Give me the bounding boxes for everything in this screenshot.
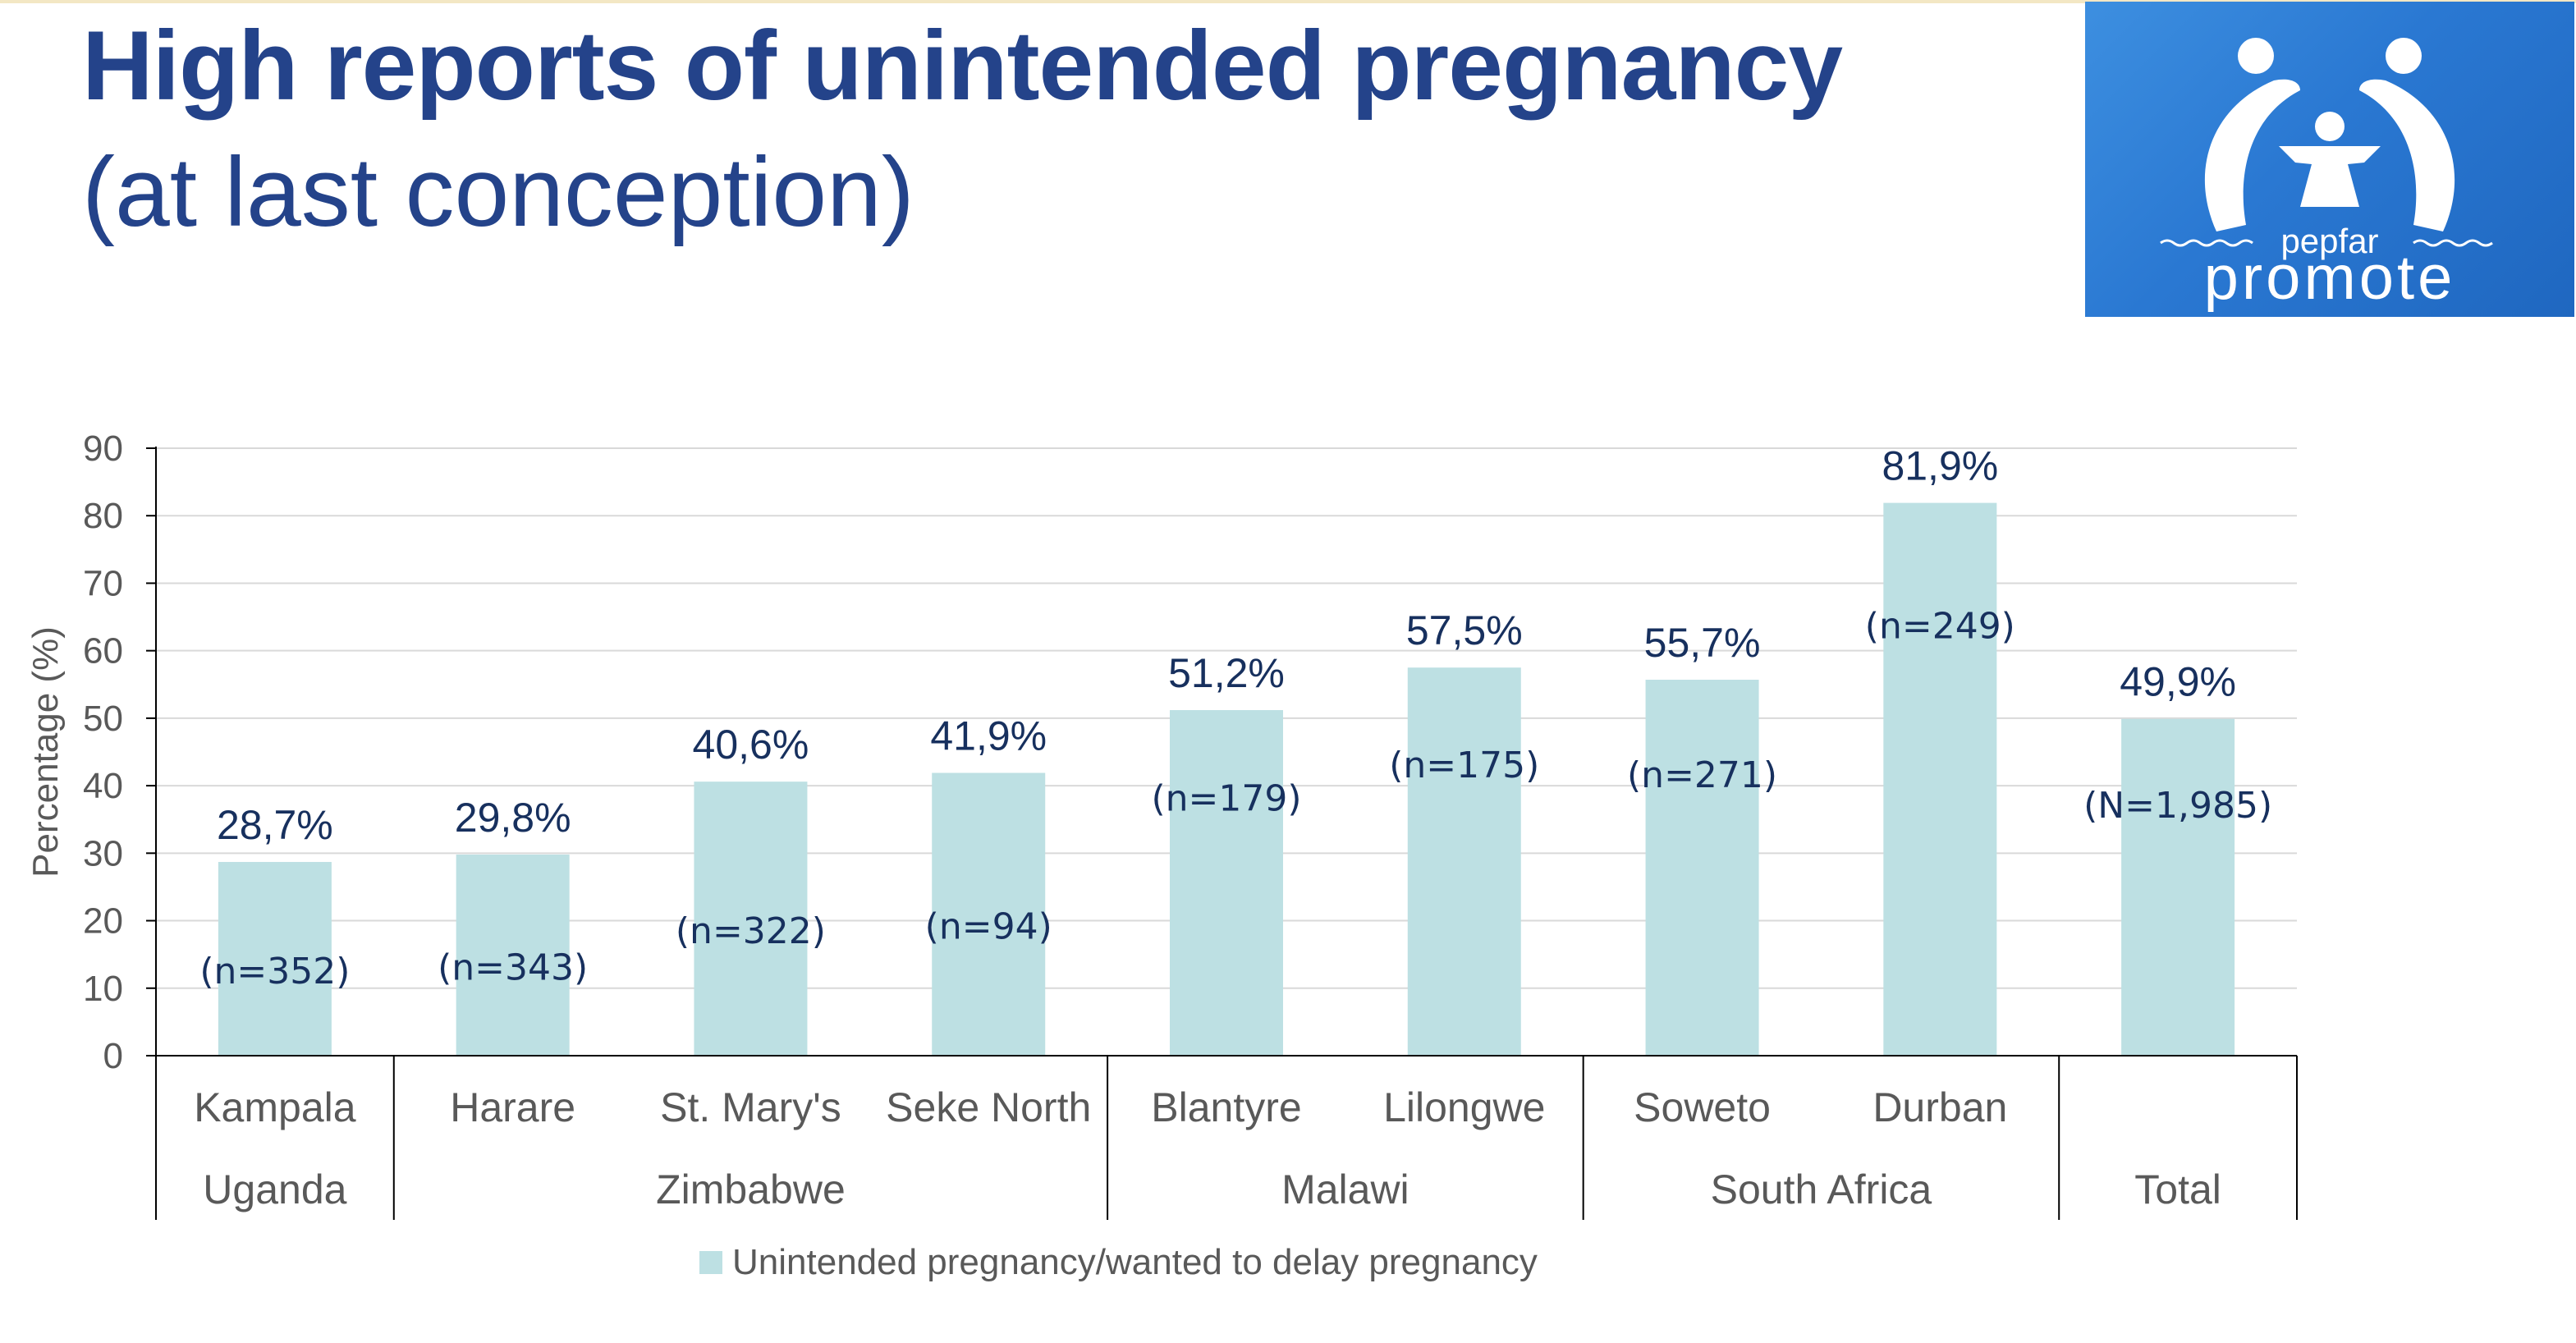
bar xyxy=(1407,667,1521,1056)
y-tick-label: 80 xyxy=(83,496,123,536)
bar xyxy=(932,772,1046,1056)
axis-layer: 0 10 20 30 40 50 60 70 80 90 xyxy=(83,429,2298,1220)
y-tick-label: 0 xyxy=(103,1036,123,1076)
label-layer: 28,7% (n=352) Kampala 29,8% (n=343) Harare 40,… xyxy=(194,443,2272,1212)
logo-text-large: promote xyxy=(2204,243,2456,313)
group-label: South Africa xyxy=(1711,1167,1932,1212)
logo-wave-right xyxy=(2413,239,2493,247)
x-tick-label: Soweto xyxy=(1634,1084,1771,1130)
data-label: 41,9% xyxy=(930,713,1047,759)
logo-figure-right-body xyxy=(2359,79,2455,232)
x-tick-label: St. Mary's xyxy=(660,1084,841,1130)
bar xyxy=(1170,710,1283,1056)
y-tick-label: 60 xyxy=(83,631,123,672)
y-axis-title: Percentage (%) xyxy=(25,626,66,878)
slide-title: High reports of unintended pregnancy (at… xyxy=(82,11,1843,247)
bar xyxy=(456,854,570,1056)
n-label: (n=271) xyxy=(1627,754,1777,796)
group-label: Uganda xyxy=(203,1167,346,1212)
data-label: 51,2% xyxy=(1168,650,1285,696)
logo-text-small: pepfar xyxy=(2280,222,2378,260)
logo-figure-left-body xyxy=(2204,79,2300,232)
x-tick-label: Seke North xyxy=(886,1084,1091,1130)
data-label: 49,9% xyxy=(2120,659,2236,705)
data-label: 40,6% xyxy=(693,722,809,768)
logo-graphic: pepfar promote xyxy=(2160,38,2493,313)
bar xyxy=(2121,718,2235,1056)
n-label: (n=352) xyxy=(199,951,350,992)
legend-label: Unintended pregnancy/wanted to delay pre… xyxy=(732,1242,1538,1282)
bar xyxy=(694,782,808,1056)
x-tick-label: Blantyre xyxy=(1151,1084,1301,1130)
bar xyxy=(1883,502,1997,1056)
y-tick-label: 50 xyxy=(83,699,123,739)
chart-legend: Unintended pregnancy/wanted to delay pre… xyxy=(699,1238,1538,1287)
n-label: (n=94) xyxy=(925,906,1052,948)
n-label: (N=1,985) xyxy=(2083,785,2272,827)
n-label: (n=343) xyxy=(438,947,588,988)
x-tick-label: Kampala xyxy=(194,1084,356,1130)
y-tick-label: 40 xyxy=(83,766,123,806)
top-rule xyxy=(0,0,2576,3)
group-label: Zimbabwe xyxy=(656,1167,846,1212)
logo-figure-child-head xyxy=(2315,112,2345,141)
n-label: (n=249) xyxy=(1865,605,2015,647)
data-label: 55,7% xyxy=(1644,620,1761,666)
group-label: Total xyxy=(2134,1167,2221,1212)
title-sub: (at last conception) xyxy=(82,137,914,247)
title-main: High reports of unintended pregnancy xyxy=(82,11,1843,121)
data-label: 29,8% xyxy=(455,795,571,841)
y-tick-label: 30 xyxy=(83,833,123,873)
logo-figure-child-body xyxy=(2279,146,2381,207)
logo-figure-right-head xyxy=(2386,38,2422,74)
data-label: 28,7% xyxy=(217,802,333,848)
x-tick-label: Durban xyxy=(1872,1084,2007,1130)
x-tick-label: Harare xyxy=(450,1084,575,1130)
bar xyxy=(1645,680,1759,1056)
n-label: (n=175) xyxy=(1389,745,1539,786)
group-label: Malawi xyxy=(1281,1167,1409,1212)
n-label: (n=179) xyxy=(1151,778,1301,820)
logo-wave-left xyxy=(2160,239,2253,247)
n-label: (n=322) xyxy=(676,910,826,952)
y-tick-label: 20 xyxy=(83,901,123,942)
data-label: 81,9% xyxy=(1882,443,1998,489)
pepfar-promote-logo: pepfar promote xyxy=(2085,2,2574,317)
y-tick-label: 70 xyxy=(83,563,123,603)
logo-figure-left-head xyxy=(2238,38,2274,74)
legend-swatch xyxy=(699,1251,722,1274)
x-tick-label: Lilongwe xyxy=(1383,1084,1545,1130)
data-label: 57,5% xyxy=(1406,607,1523,653)
bar xyxy=(218,862,332,1056)
bar-layer xyxy=(218,502,2235,1056)
y-tick-label: 90 xyxy=(83,429,123,469)
y-tick-label: 10 xyxy=(83,969,123,1009)
